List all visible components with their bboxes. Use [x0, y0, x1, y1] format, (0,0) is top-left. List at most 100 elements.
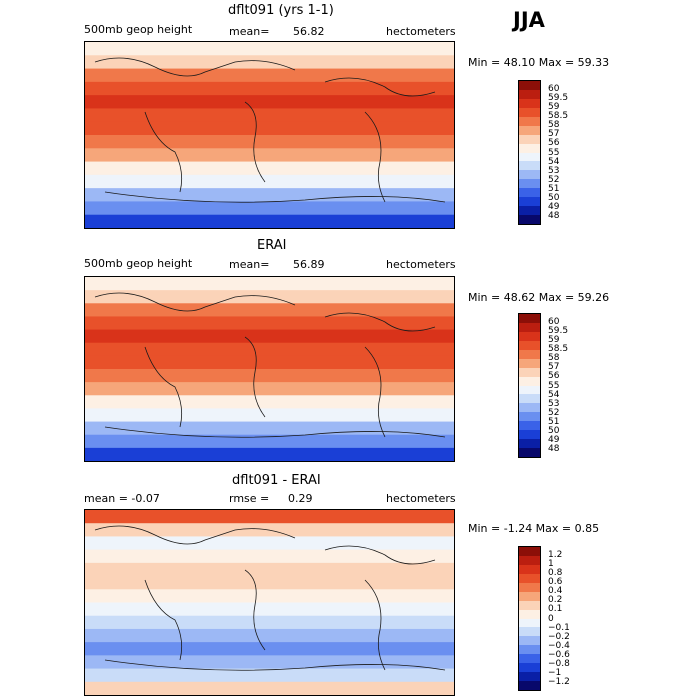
- coastline: [94, 525, 296, 545]
- colorbar-swatch: [519, 215, 540, 224]
- colorbar-swatch: [519, 188, 540, 198]
- colorbar-swatch: [519, 161, 540, 171]
- coastline: [244, 101, 266, 183]
- colorbar-tick-label: 53: [548, 165, 560, 176]
- colorbar-swatch: [519, 376, 540, 386]
- colorbar-tick-label: 60: [548, 317, 560, 328]
- panel2-colorbar: [518, 313, 541, 458]
- colorbar-swatch: [519, 98, 540, 108]
- field-band: [85, 668, 454, 683]
- colorbar-tick-label: 51: [548, 416, 560, 427]
- colorbar-tick-label: 0.2: [548, 595, 563, 606]
- colorbar-tick-label: 55: [548, 380, 560, 391]
- colorbar-swatch: [519, 448, 540, 457]
- panel1-mean-value: 56.82: [293, 25, 325, 38]
- field-band: [85, 68, 454, 83]
- coastline: [364, 346, 386, 438]
- field-svg: [85, 42, 454, 228]
- field-band: [85, 382, 454, 396]
- colorbar-tick-label: 54: [548, 156, 560, 167]
- panel2-map: [84, 276, 455, 462]
- coastline: [104, 191, 446, 203]
- field-svg: [85, 510, 454, 695]
- field-band: [85, 303, 454, 317]
- field-band: [85, 642, 454, 656]
- colorbar-swatch: [519, 152, 540, 162]
- field-band: [85, 602, 454, 617]
- field-band: [85, 549, 454, 564]
- colorbar-swatch: [519, 314, 540, 323]
- field-band: [85, 329, 454, 344]
- colorbar-tick-label: 60: [548, 84, 560, 95]
- field-band: [85, 562, 454, 577]
- colorbar-swatch: [519, 600, 540, 610]
- colorbar-swatch: [519, 555, 540, 565]
- colorbar-swatch: [519, 547, 540, 556]
- colorbar-tick-label: −1.2: [548, 676, 570, 687]
- coastline: [244, 336, 266, 418]
- coastline: [144, 579, 183, 661]
- colorbar-tick-label: 52: [548, 174, 560, 185]
- field-band: [85, 589, 454, 603]
- field-band: [85, 576, 454, 590]
- colorbar-tick-label: 0.4: [548, 586, 563, 597]
- colorbar-tick-label: 57: [548, 129, 560, 140]
- colorbar-tick-label: 56: [548, 371, 560, 382]
- coastline: [324, 545, 436, 565]
- coastline: [364, 579, 386, 671]
- panel2-units: hectometers: [386, 258, 456, 271]
- colorbar-swatch: [519, 358, 540, 368]
- colorbar-tick-label: 58.5: [548, 111, 569, 122]
- field-band: [85, 201, 454, 216]
- field-band: [85, 161, 454, 176]
- colorbar-swatch: [519, 403, 540, 413]
- colorbar-tick-label: 0: [548, 613, 554, 624]
- coastline: [244, 569, 266, 651]
- colorbar-swatch: [519, 107, 540, 117]
- panel2-minmax: Min = 48.62 Max = 59.26: [468, 291, 610, 304]
- colorbar-swatch: [519, 143, 540, 153]
- colorbar-tick-label: 50: [548, 425, 560, 436]
- colorbar-tick-label: 48: [548, 443, 560, 454]
- field-band: [85, 510, 454, 524]
- colorbar-tick-label: 0.8: [548, 568, 563, 579]
- colorbar-tick-label: −0.8: [548, 658, 570, 669]
- coastline: [104, 659, 446, 671]
- colorbar-tick-label: 1.2: [548, 550, 563, 561]
- colorbar-swatch: [519, 412, 540, 422]
- panel3-left-label: mean = -0.07: [84, 492, 160, 505]
- panel3-map: [84, 509, 455, 696]
- colorbar-swatch: [519, 421, 540, 431]
- colorbar-swatch: [519, 331, 540, 341]
- colorbar-tick-label: 0.6: [548, 577, 563, 588]
- field-band: [85, 81, 454, 96]
- colorbar-tick-label: 49: [548, 201, 560, 212]
- colorbar-swatch: [519, 197, 540, 207]
- field-band: [85, 277, 454, 291]
- colorbar-swatch: [519, 385, 540, 395]
- field-band: [85, 536, 454, 551]
- colorbar-swatch: [519, 206, 540, 216]
- field-band: [85, 395, 454, 409]
- coastline: [94, 57, 296, 77]
- colorbar-tick-label: 48: [548, 210, 560, 221]
- colorbar-swatch: [519, 573, 540, 583]
- colorbar-tick-label: 56: [548, 138, 560, 149]
- colorbar-tick-label: −0.2: [548, 631, 570, 642]
- field-band: [85, 214, 454, 228]
- panel1-left-label: 500mb geop height: [84, 23, 193, 36]
- coastline: [94, 292, 296, 312]
- colorbar-tick-label: 53: [548, 398, 560, 409]
- colorbar-tick-label: −0.4: [548, 640, 570, 651]
- coastline: [104, 426, 446, 438]
- colorbar-tick-label: 1: [548, 559, 554, 570]
- field-band: [85, 408, 454, 423]
- panel1-units: hectometers: [386, 25, 456, 38]
- colorbar-swatch: [519, 322, 540, 332]
- colorbar-swatch: [519, 663, 540, 673]
- colorbar-swatch: [519, 645, 540, 655]
- colorbar-swatch: [519, 349, 540, 359]
- colorbar-swatch: [519, 89, 540, 99]
- colorbar-swatch: [519, 636, 540, 646]
- coastline: [144, 346, 183, 428]
